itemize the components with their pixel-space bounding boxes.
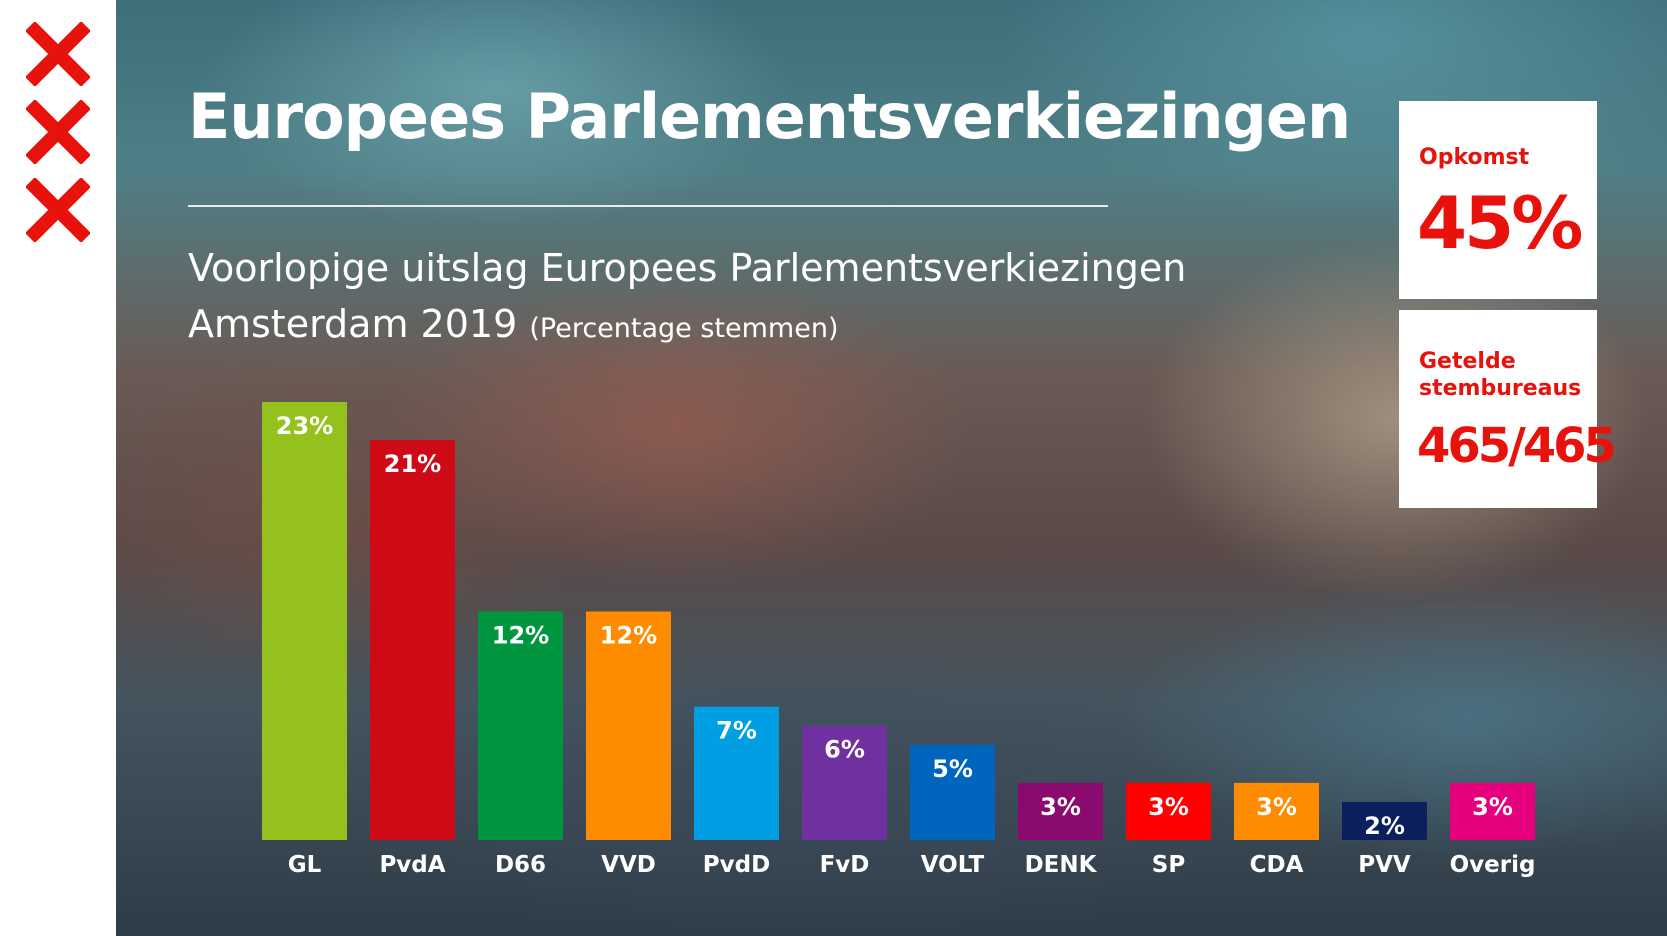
category-label-d66: D66 (495, 852, 546, 878)
data-label-pvdd: 7% (716, 717, 757, 745)
bar-pvdd (694, 706, 779, 840)
category-label-pvv: PVV (1358, 852, 1411, 878)
subtitle-note: (Percentage stemmen) (529, 313, 839, 344)
cross-icon (26, 178, 90, 242)
data-label-pvda: 21% (384, 450, 441, 478)
data-label-sp: 3% (1148, 793, 1189, 821)
category-label-gl: GL (288, 852, 322, 878)
page-title: Europees Parlementsverkiezingen (188, 80, 1351, 153)
data-label-denk: 3% (1040, 793, 1081, 821)
bar-volt (910, 744, 995, 840)
bar-overig (1450, 782, 1535, 840)
polling-stations-label: Getelde stembureaus (1419, 349, 1582, 401)
bar-pvv (1342, 801, 1427, 840)
category-label-vvd: VVD (601, 852, 656, 878)
cross-icon (26, 100, 90, 164)
category-label-overig: Overig (1450, 852, 1536, 878)
turnout-value: 45% (1417, 181, 1583, 265)
category-label-volt: VOLT (921, 852, 985, 878)
bar-pvda (370, 440, 455, 840)
data-label-volt: 5% (932, 755, 973, 783)
bar-denk (1018, 782, 1103, 840)
polling-stations-card: Getelde stembureaus 465/465 (1399, 310, 1617, 508)
data-label-overig: 3% (1472, 793, 1513, 821)
subtitle-place-year: Amsterdam 2019 (188, 302, 518, 346)
data-label-gl: 23% (276, 412, 333, 440)
title-divider (188, 205, 1108, 207)
turnout-card: Opkomst 45% (1399, 101, 1597, 299)
category-label-pvdd: PvdD (703, 852, 770, 878)
chart-subtitle-line2: Amsterdam 2019 (Percentage stemmen) (188, 302, 839, 346)
data-label-pvv: 2% (1364, 812, 1405, 840)
chart-subtitle-line1: Voorlopige uitslag Europees Parlementsve… (188, 246, 1187, 290)
bar-vvd (586, 611, 671, 840)
bar-fvd (802, 725, 887, 840)
bar-gl (262, 402, 347, 840)
data-label-cda: 3% (1256, 793, 1297, 821)
category-label-pvda: PvdA (379, 852, 445, 878)
bar-d66 (478, 611, 563, 840)
category-label-denk: DENK (1025, 852, 1098, 878)
data-label-d66: 12% (492, 621, 549, 649)
logo-panel (0, 0, 116, 936)
turnout-label: Opkomst (1419, 145, 1530, 170)
data-label-fvd: 6% (824, 736, 865, 764)
polling-stations-value: 465/465 (1417, 418, 1617, 474)
category-label-sp: SP (1152, 852, 1185, 878)
category-label-fvd: FvD (820, 852, 870, 878)
category-label-cda: CDA (1250, 852, 1304, 878)
data-label-vvd: 12% (600, 621, 657, 649)
bar-cda (1234, 782, 1319, 840)
cross-icon (26, 22, 90, 86)
bar-sp (1126, 782, 1211, 840)
